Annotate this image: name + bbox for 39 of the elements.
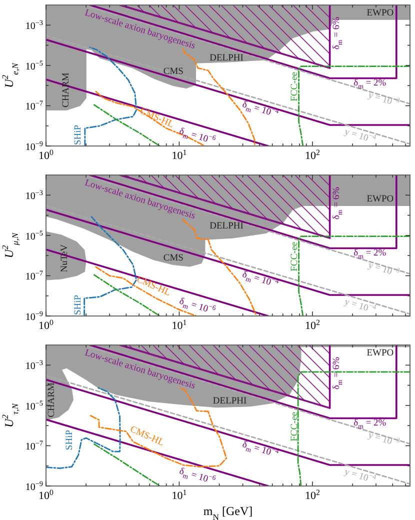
- y-tick-label: 10$^{−5}$: [25, 229, 44, 242]
- text: SHiP: [74, 294, 84, 316]
- annotation: NuTeV: [60, 244, 70, 272]
- x-tick-label: 10$^{2}$: [304, 148, 320, 162]
- y-tick-label: 10$^{−3}$: [25, 189, 44, 202]
- annotation: CHARM: [62, 72, 72, 108]
- annotation: CHARM: [47, 382, 58, 418]
- text: y = 10$^{−4}$: [343, 467, 378, 484]
- y-tick-label: 10$^{−3}$: [25, 359, 44, 372]
- text: y = 10$^{−4}$: [343, 297, 378, 314]
- text: FCC-ee: [290, 242, 300, 272]
- x-tick-label: 10$^{1}$: [172, 488, 187, 502]
- text: FCC-ee: [290, 72, 300, 102]
- annotation: DELPHI: [210, 222, 244, 232]
- annotation: CMS: [163, 67, 184, 78]
- text: SHiP: [74, 124, 84, 146]
- y-tick-label: 10$^{−3}$: [25, 19, 44, 32]
- x-tick-label: 10$^{2}$: [304, 488, 320, 502]
- annotation: EWPO: [366, 8, 394, 19]
- annotation: CMS: [163, 254, 184, 264]
- y-tick-label: 10$^{−7}$: [25, 440, 44, 453]
- x-axis-title: m$_{N}$ [GeV]: [203, 504, 253, 520]
- y-tick-label: 10$^{−7}$: [25, 270, 44, 283]
- x-tick-label: 10$^{1}$: [172, 148, 187, 162]
- x-tick-label: 10$^{1}$: [172, 318, 187, 332]
- text: SHiP: [65, 430, 76, 450]
- series-label: δ$_{m}$ = 2%: [354, 78, 386, 90]
- annotation: DELPHI: [212, 396, 247, 407]
- text: y = 10$^{−4}$: [343, 127, 378, 144]
- y-tick-label: 10$^{−5}$: [25, 399, 44, 412]
- text: FCC-ee: [290, 412, 300, 442]
- y-tick-label: 10$^{−5}$: [25, 59, 44, 72]
- annotation: DELPHI: [210, 53, 244, 64]
- y-tick-label: 10$^{−7}$: [25, 100, 44, 113]
- x-tick-label: 10$^{2}$: [304, 318, 320, 332]
- series-label: δ$_{m}$ = 2%: [354, 418, 386, 430]
- annotation: EWPO: [366, 348, 394, 359]
- series-label: δ$_{m}$ = 2%: [354, 248, 386, 260]
- annotation: EWPO: [366, 194, 394, 205]
